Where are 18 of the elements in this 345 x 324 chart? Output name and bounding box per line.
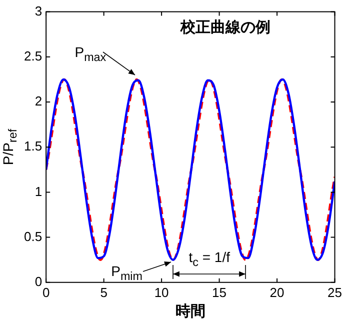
y-tick-label: 0 — [34, 274, 42, 289]
annotation: t$_{c}$ = 1/f — [188, 249, 230, 270]
x-tick-label: 15 — [212, 284, 227, 300]
x-tick-label: 5 — [100, 284, 108, 300]
y-tick-label: 1.5 — [24, 138, 42, 154]
y-tick-label: 1 — [34, 184, 42, 199]
x-tick-label: 25 — [328, 284, 342, 300]
annotation: P$_{max}$ — [74, 44, 106, 64]
x-axis-title: 時間 — [175, 303, 206, 320]
y-tick-label: 0.5 — [24, 228, 42, 244]
x-tick-label: 20 — [270, 284, 284, 300]
annotation: P$_{mim}$ — [111, 263, 142, 284]
x-tick-label: 10 — [154, 284, 169, 300]
y-tick-label: 2.5 — [24, 48, 42, 64]
y-tick-label: 3 — [34, 3, 42, 18]
text: 校正曲線の例 — [180, 18, 270, 36]
line-series — [46, 78, 335, 261]
y-tick-label: 2 — [34, 94, 42, 109]
